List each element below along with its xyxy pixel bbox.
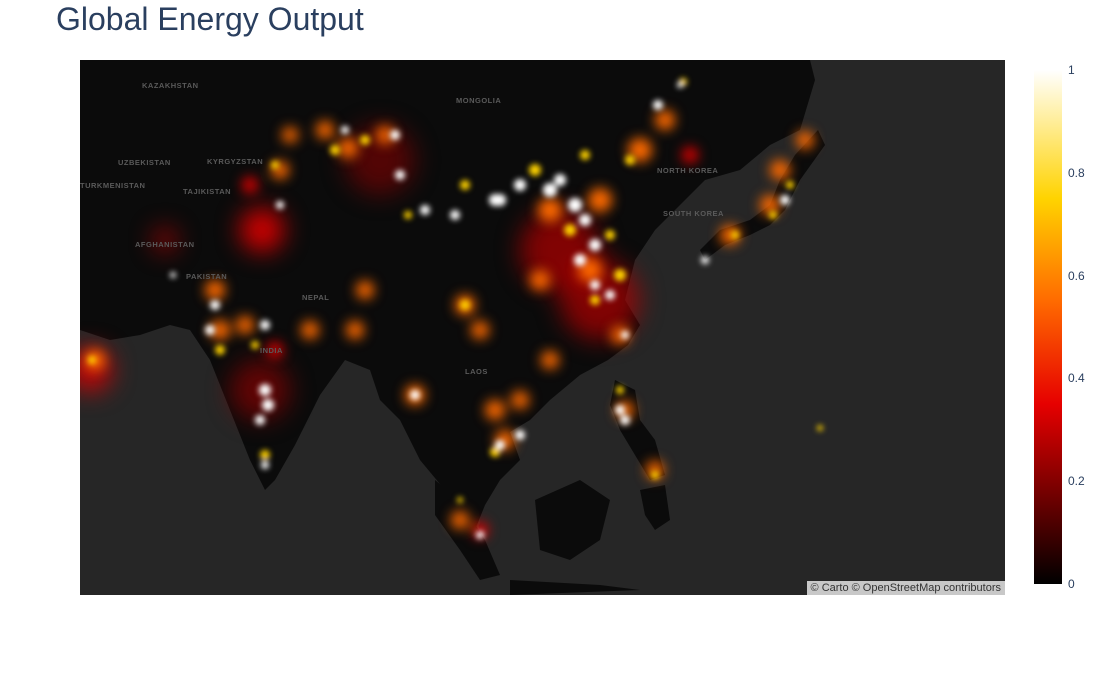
land-mainland-asia [80,60,815,570]
land-borneo [535,480,610,560]
colorbar-tick-label: 1 [1068,63,1075,77]
map-label: KAZAKHSTAN [142,81,199,90]
map-label: SOUTH KOREA [663,209,724,218]
colorbar-tick-label: 0.8 [1068,165,1085,180]
colorbar-tick-label: 0.2 [1068,474,1085,489]
heat-hot [88,78,823,539]
colorbar-tick-label: 0 [1068,577,1075,591]
land-java [510,580,640,595]
map-label: INDIA [260,346,283,355]
colorbar [1034,70,1062,584]
chart-title: Global Energy Output [56,1,364,37]
map-label: AFGHANISTAN [135,240,195,249]
map-label: PAKISTAN [186,272,228,281]
map-label: LAOS [465,367,488,376]
map-label: NORTH KOREA [657,166,719,175]
map-label: UZBEKISTAN [118,158,171,167]
map-label: MONGOLIA [456,96,502,105]
colorbar-tick-label: 0.6 [1068,268,1085,283]
map-label: TAJIKISTAN [183,187,232,196]
heatmap-map[interactable]: KAZAKHSTAN MONGOLIA UZBEKISTAN KYRGYZSTAN TU… [80,60,1005,595]
map-label: TURKMENISTAN [80,181,146,190]
map-label: NEPAL [302,293,330,302]
map-canvas [80,60,825,595]
land-sulawesi [640,485,670,530]
colorbar-tick-label: 0.4 [1068,371,1085,386]
map-attribution[interactable]: © Carto © OpenStreetMap contributors [806,581,1005,595]
land-sumatra [435,480,500,580]
map-label: KYRGYZSTAN [207,157,264,166]
